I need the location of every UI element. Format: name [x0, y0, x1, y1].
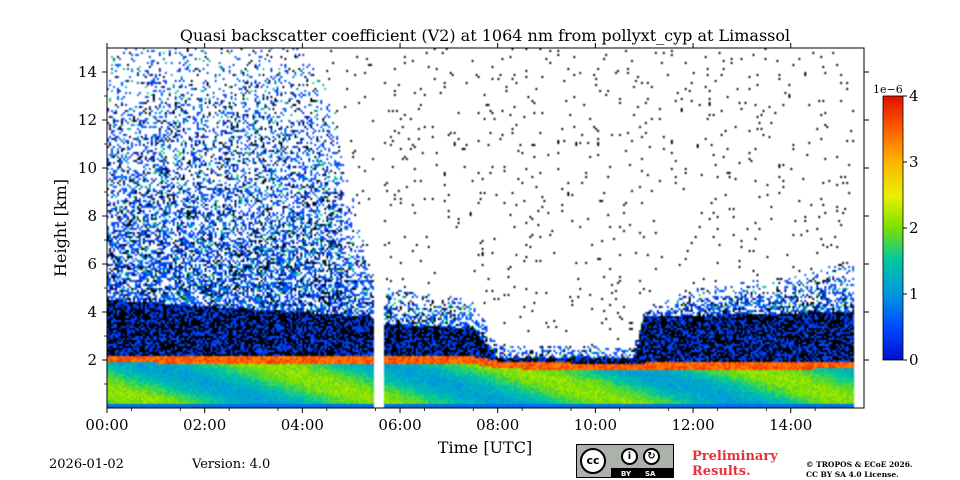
by-person-icon: i: [621, 448, 638, 465]
x-tick-label: 04:00: [281, 416, 324, 434]
x-tick-label: 10:00: [574, 416, 617, 434]
x-tick-label: 00:00: [85, 416, 128, 434]
y-tick-label: 14: [78, 63, 97, 81]
preliminary-note: Preliminary Results.: [692, 449, 792, 479]
cc-strip: [611, 468, 673, 477]
colorbar-ticks: 0 1 2 3 4: [903, 87, 919, 369]
preliminary-line2: Results.: [692, 464, 751, 479]
y-tick-label: 6: [87, 255, 97, 273]
x-tick-label: 06:00: [378, 416, 421, 434]
colorbar-tick-label: 1: [909, 285, 919, 303]
y-tick-label: 4: [87, 303, 97, 321]
preliminary-line1: Preliminary: [692, 449, 778, 464]
colorbar-tick-label: 0: [909, 351, 919, 369]
colorbar-tick-label: 4: [909, 87, 919, 105]
y-axis: 2 4 6 8 10 12 14: [78, 63, 869, 385]
backscatter-heatmap: [107, 48, 864, 408]
x-tick-label: 12:00: [671, 416, 714, 434]
x-tick-label: 14:00: [769, 416, 812, 434]
x-tick-label: 02:00: [183, 416, 226, 434]
share-alike-icon: ↻: [643, 448, 660, 465]
footer-date: 2026-01-02: [49, 457, 124, 472]
y-tick-label: 8: [87, 207, 97, 225]
x-axis: 00:00 02:00 04:00 06:00 08:00 10:00 12:00 14:00: [85, 43, 816, 434]
plot-frame: [106, 47, 865, 409]
colorbar: [882, 95, 904, 361]
colorbar-tick-label: 3: [909, 153, 919, 171]
x-axis-label: Time [UTC]: [438, 438, 532, 457]
y-tick-label: 12: [78, 111, 97, 129]
y-tick-label: 2: [87, 351, 97, 369]
cc-license-badge[interactable]: cc i ↻ BY SA: [576, 444, 674, 478]
colorbar-scale-label: 1e−6: [873, 83, 903, 96]
license-note: © TROPOS & ECoE 2026. CC BY SA 4.0 Licen…: [806, 460, 956, 480]
cc-by-label: BY: [621, 470, 632, 478]
y-axis-label: Height [km]: [51, 179, 70, 277]
x-tick-label: 08:00: [476, 416, 519, 434]
colorbar-tick-label: 2: [909, 219, 919, 237]
license-line2: CC BY SA 4.0 License.: [806, 470, 899, 479]
y-tick-label: 10: [78, 159, 97, 177]
license-line1: © TROPOS & ECoE 2026.: [806, 460, 913, 469]
cc-sa-label: SA: [645, 470, 656, 478]
footer-version: Version: 4.0: [192, 457, 271, 472]
chart-title: Quasi backscatter coefficient (V2) at 10…: [180, 26, 790, 45]
cc-icon: cc: [580, 448, 606, 474]
